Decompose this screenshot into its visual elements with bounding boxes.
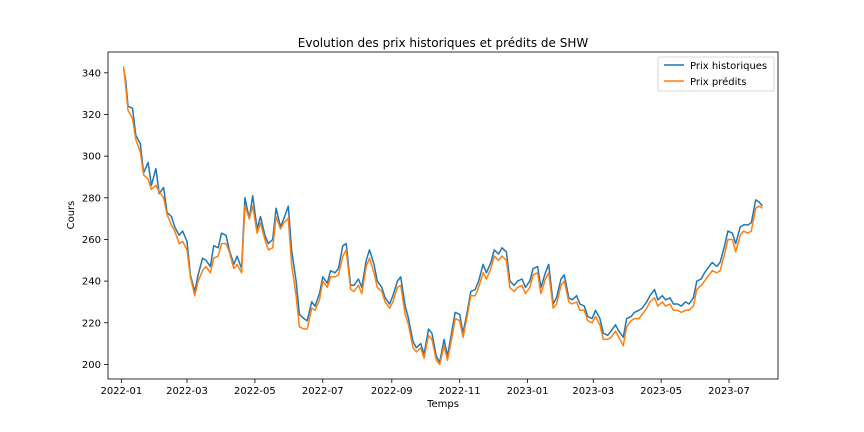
y-tick-label: 200 [82,360,101,371]
y-tick-label: 220 [82,318,101,329]
y-tick-label: 240 [82,277,101,288]
y-axis-title: Cours [66,201,77,230]
x-tick-label: 2023-05 [640,386,682,397]
x-tick-label: 2022-11 [439,386,481,397]
legend-label-predicted: Prix prédits [690,76,747,88]
series-line-predicted [122,66,763,366]
x-tick-label: 2022-07 [302,386,344,397]
series-line-historical [122,68,763,364]
y-tick-label: 260 [82,235,101,246]
series-layer [122,66,763,366]
x-tick-label: 2023-03 [572,386,614,397]
y-tick-label: 280 [82,193,101,204]
legend: Prix historiques Prix prédits [657,56,775,92]
x-axis: 2022-01 2022-03 2022-05 2022-07 2022-09 2022-… [100,379,750,397]
x-tick-label: 2023-01 [507,386,549,397]
legend-box [657,56,775,92]
y-tick-label: 340 [82,68,101,79]
y-tick-label: 300 [82,152,101,163]
x-tick-label: 2023-07 [708,386,750,397]
y-axis: 200 220 240 260 280 300 320 340 [82,68,108,371]
x-axis-title: Temps [426,399,459,410]
x-tick-label: 2022-09 [371,386,413,397]
x-tick-label: 2022-03 [166,386,208,397]
x-tick-label: 2022-05 [234,386,276,397]
legend-label-historical: Prix historiques [690,61,767,72]
chart-title: Evolution des prix historiques et prédit… [298,36,589,50]
y-tick-label: 320 [82,110,101,121]
plot-area [107,51,779,380]
x-tick-label: 2022-01 [100,386,142,397]
